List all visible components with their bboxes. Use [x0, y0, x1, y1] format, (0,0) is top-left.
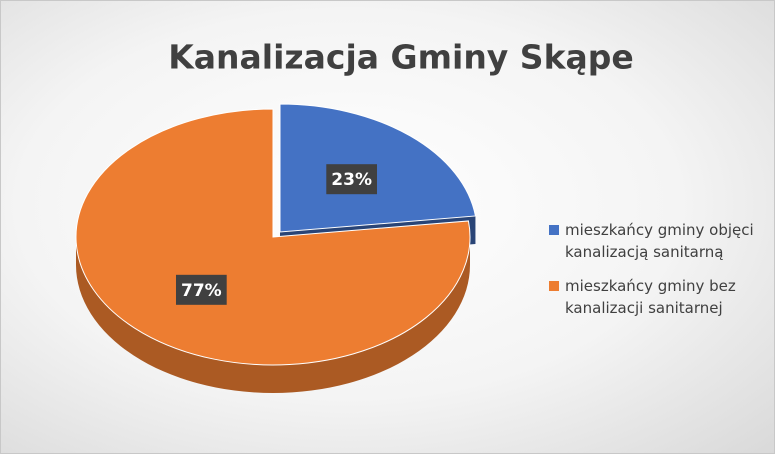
legend-item: mieszkańcy gminy bez kanalizacji sanitar…	[549, 275, 759, 319]
legend-label: mieszkańcy gminy bez kanalizacji sanitar…	[565, 277, 736, 317]
data-label: 23%	[326, 164, 378, 195]
data-label-box	[175, 274, 227, 305]
legend-label: mieszkańcy gminy objęci kanalizacją sani…	[565, 221, 754, 261]
data-label-box	[326, 164, 378, 195]
slice-side	[76, 237, 470, 393]
data-label-text: 23%	[331, 170, 372, 190]
slice	[75, 108, 471, 366]
data-label-text: 77%	[181, 281, 222, 301]
legend-swatch	[549, 225, 559, 235]
chart-title: Kanalizacja Gminy Skąpe	[168, 38, 634, 77]
legend: mieszkańcy gminy objęci kanalizacją sani…	[549, 219, 759, 331]
legend-swatch	[549, 281, 559, 291]
data-label: 77%	[175, 274, 227, 305]
legend-item: mieszkańcy gminy objęci kanalizacją sani…	[549, 219, 759, 263]
slice	[279, 103, 477, 233]
